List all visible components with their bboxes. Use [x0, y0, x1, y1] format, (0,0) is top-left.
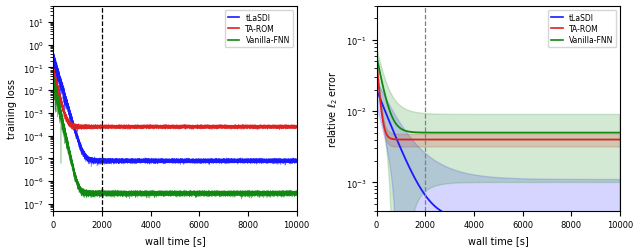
- Y-axis label: training loss: training loss: [7, 79, 17, 139]
- Legend: tLaSDI, TA-ROM, Vanilla-FNN: tLaSDI, TA-ROM, Vanilla-FNN: [548, 11, 616, 48]
- X-axis label: wall time [s]: wall time [s]: [145, 235, 205, 245]
- Y-axis label: relative $\ell_2$ error: relative $\ell_2$ error: [326, 70, 340, 148]
- Legend: tLaSDI, TA-ROM, Vanilla-FNN: tLaSDI, TA-ROM, Vanilla-FNN: [225, 11, 293, 48]
- X-axis label: wall time [s]: wall time [s]: [468, 235, 529, 245]
